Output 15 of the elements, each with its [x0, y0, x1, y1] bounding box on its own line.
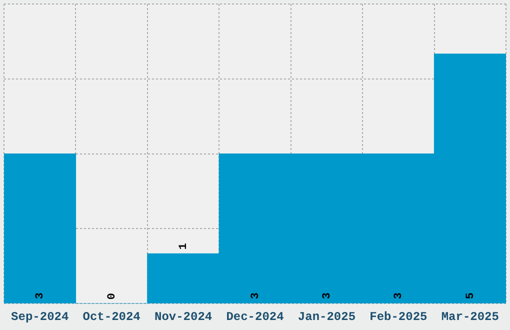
bar: [4, 153, 76, 304]
data-label: 3: [321, 292, 334, 300]
data-label: 5: [464, 292, 477, 300]
x-tick-label: Sep-2024: [11, 310, 69, 324]
x-tick-label: Dec-2024: [226, 310, 284, 324]
x-tick-label: Jan-2025: [298, 310, 356, 324]
x-tick-label: Feb-2025: [370, 310, 428, 324]
data-label: 0: [106, 292, 118, 300]
data-label: 3: [250, 292, 262, 300]
data-label: 1: [178, 242, 190, 250]
data-label: 3: [393, 292, 406, 300]
data-label: 3: [34, 292, 47, 300]
x-tick-label: Mar-2025: [441, 310, 499, 324]
x-tick-label: Oct-2024: [82, 310, 140, 324]
x-tick-label: Nov-2024: [154, 310, 212, 324]
